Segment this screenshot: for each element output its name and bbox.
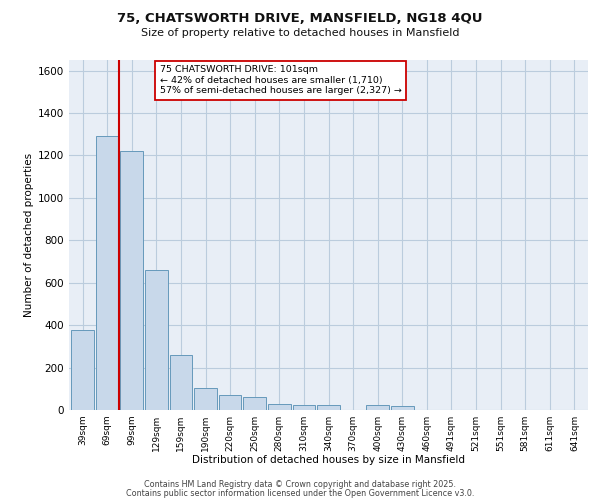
Bar [391, 406, 413, 410]
Bar [367, 404, 389, 410]
Bar [244, 398, 266, 410]
Bar [268, 404, 290, 410]
Bar [219, 395, 241, 410]
Bar [145, 270, 167, 410]
Text: 75 CHATSWORTH DRIVE: 101sqm
← 42% of detached houses are smaller (1,710)
57% of : 75 CHATSWORTH DRIVE: 101sqm ← 42% of det… [160, 66, 402, 95]
Bar [170, 355, 192, 410]
Text: Contains HM Land Registry data © Crown copyright and database right 2025.: Contains HM Land Registry data © Crown c… [144, 480, 456, 489]
Text: Size of property relative to detached houses in Mansfield: Size of property relative to detached ho… [141, 28, 459, 38]
Bar [71, 330, 94, 410]
Bar [96, 136, 118, 410]
Bar [317, 404, 340, 410]
Text: Contains public sector information licensed under the Open Government Licence v3: Contains public sector information licen… [126, 488, 474, 498]
Bar [293, 404, 315, 410]
X-axis label: Distribution of detached houses by size in Mansfield: Distribution of detached houses by size … [192, 456, 465, 466]
Bar [194, 388, 217, 410]
Bar [121, 151, 143, 410]
Y-axis label: Number of detached properties: Number of detached properties [24, 153, 34, 317]
Text: 75, CHATSWORTH DRIVE, MANSFIELD, NG18 4QU: 75, CHATSWORTH DRIVE, MANSFIELD, NG18 4Q… [117, 12, 483, 26]
